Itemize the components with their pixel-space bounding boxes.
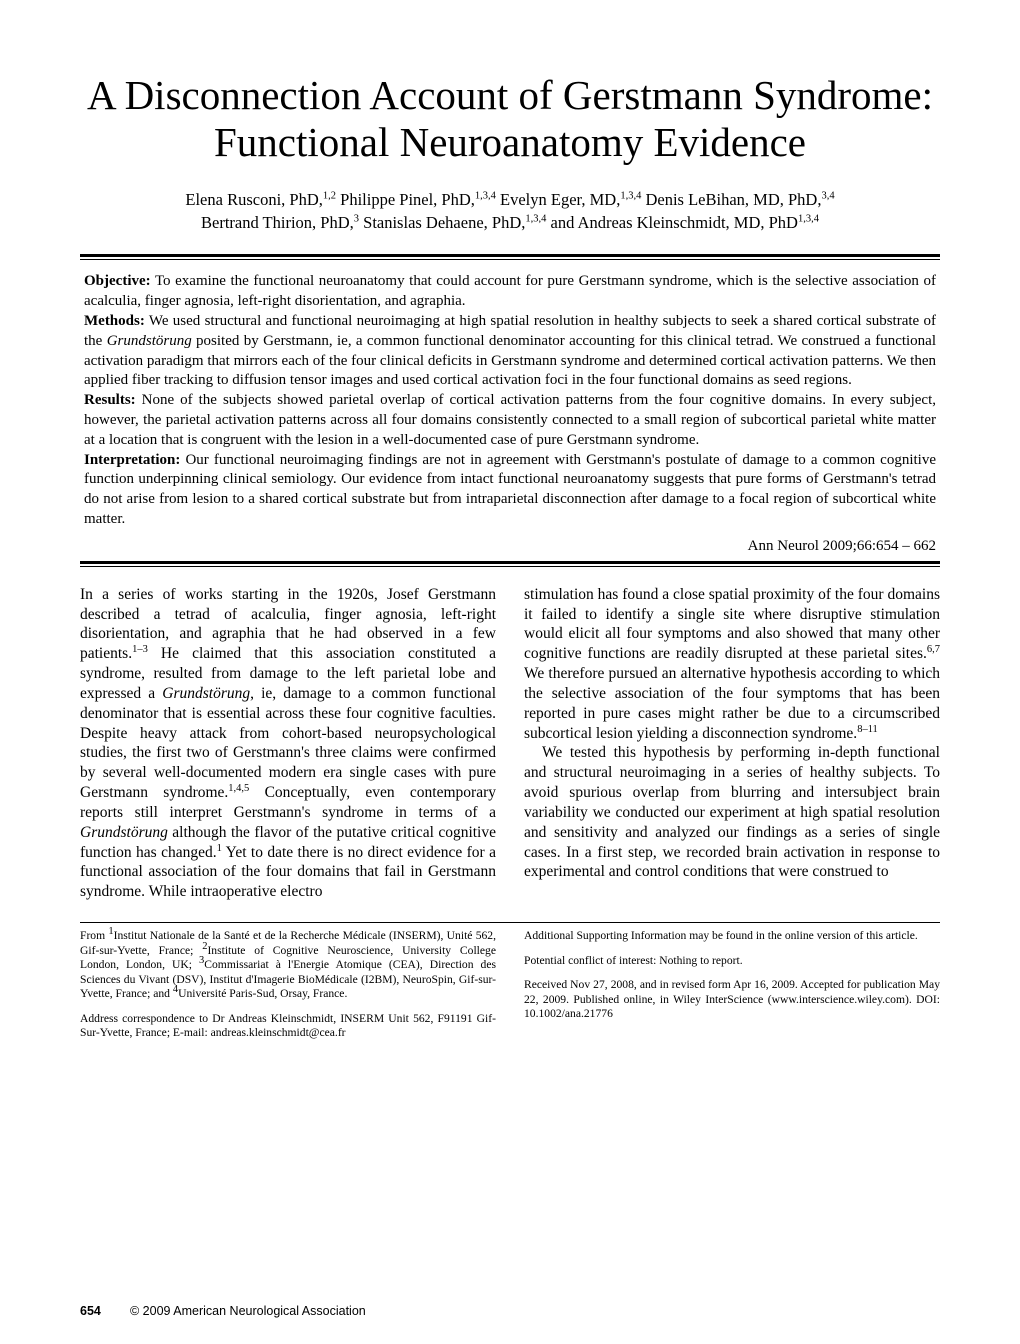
author-name: Stanislas Dehaene, PhD, bbox=[363, 213, 525, 232]
footer-conflict: Potential conflict of interest: Nothing … bbox=[524, 954, 940, 968]
footer-column-right: Additional Supporting Information may be… bbox=[524, 929, 940, 1040]
abstract-methods-label: Methods: bbox=[84, 313, 145, 329]
term-grundstorung: Grundstörung bbox=[162, 685, 250, 702]
ref-sup: 6,7 bbox=[927, 644, 940, 655]
author-name: Denis LeBihan, MD, PhD, bbox=[645, 190, 821, 209]
affiliation-sup: 3 bbox=[354, 214, 359, 225]
affiliation-sup: 1,3,4 bbox=[475, 191, 496, 202]
author-name: Elena Rusconi, PhD, bbox=[185, 190, 323, 209]
body-column-right: stimulation has found a close spatial pr… bbox=[524, 585, 940, 902]
body-text: We tested this hypothesis by performing … bbox=[524, 743, 940, 882]
author-name: and Andreas Kleinschmidt, MD, PhD bbox=[551, 213, 798, 232]
rule-thin bbox=[80, 566, 940, 567]
abstract-interpretation-text: Our functional neuroimaging findings are… bbox=[84, 452, 936, 527]
journal-reference: Ann Neurol 2009;66:654 – 662 bbox=[80, 538, 936, 555]
author-name: Philippe Pinel, PhD, bbox=[340, 190, 475, 209]
affiliation-sup: 1,3,4 bbox=[798, 214, 819, 225]
footer-column-left: From 1Institut Nationale de la Santé et … bbox=[80, 929, 496, 1040]
ref-sup: 1–3 bbox=[132, 644, 148, 655]
abstract-interpretation-label: Interpretation: bbox=[84, 452, 180, 468]
abstract: Objective: To examine the functional neu… bbox=[84, 272, 936, 529]
affiliation-sup: 1,3,4 bbox=[620, 191, 641, 202]
page-container: A Disconnection Account of Gerstmann Syn… bbox=[0, 0, 1020, 1344]
footer-affil-text: From bbox=[80, 929, 108, 942]
ref-sup: 1,4,5 bbox=[228, 783, 249, 794]
footer-rule bbox=[80, 922, 940, 923]
body-column-left: In a series of works starting in the 192… bbox=[80, 585, 496, 902]
author-name: Bertrand Thirion, PhD, bbox=[201, 213, 354, 232]
footer-columns: From 1Institut Nationale de la Santé et … bbox=[80, 929, 940, 1040]
abstract-results-text: None of the subjects showed parietal ove… bbox=[84, 392, 936, 448]
body-text: stimulation has found a close spatial pr… bbox=[524, 586, 940, 662]
footer-affil-text: Université Paris-Sud, Orsay, France. bbox=[178, 987, 347, 1000]
affiliation-sup: 1,2 bbox=[323, 191, 336, 202]
ref-sup: 8–11 bbox=[857, 723, 878, 734]
affiliation-sup: 1,3,4 bbox=[525, 214, 546, 225]
abstract-methods-text: posited by Gerstmann, ie, a common funct… bbox=[84, 333, 936, 389]
body-columns: In a series of works starting in the 192… bbox=[80, 585, 940, 902]
footer-received: Received Nov 27, 2008, and in revised fo… bbox=[524, 978, 940, 1021]
abstract-objective-label: Objective: bbox=[84, 273, 151, 289]
term-grundstorung: Grundstörung bbox=[80, 824, 168, 841]
abstract-objective-text: To examine the functional neuroanatomy t… bbox=[84, 273, 936, 309]
rule-thick bbox=[80, 254, 940, 257]
affiliation-sup: 3,4 bbox=[821, 191, 834, 202]
rule-thin bbox=[80, 259, 940, 260]
copyright: © 2009 American Neurological Association bbox=[130, 1304, 366, 1318]
page-number: 654 bbox=[80, 1304, 101, 1318]
footer-correspondence: Address correspondence to Dr Andreas Kle… bbox=[80, 1012, 496, 1041]
author-list: Elena Rusconi, PhD,1,2 Philippe Pinel, P… bbox=[100, 188, 920, 234]
article-title: A Disconnection Account of Gerstmann Syn… bbox=[80, 72, 940, 166]
abstract-results-label: Results: bbox=[84, 392, 136, 408]
author-name: Evelyn Eger, MD, bbox=[500, 190, 620, 209]
rule-thick bbox=[80, 561, 940, 564]
footer-supporting-info: Additional Supporting Information may be… bbox=[524, 929, 940, 943]
term-grundstorung: Grundstörung bbox=[107, 333, 192, 349]
